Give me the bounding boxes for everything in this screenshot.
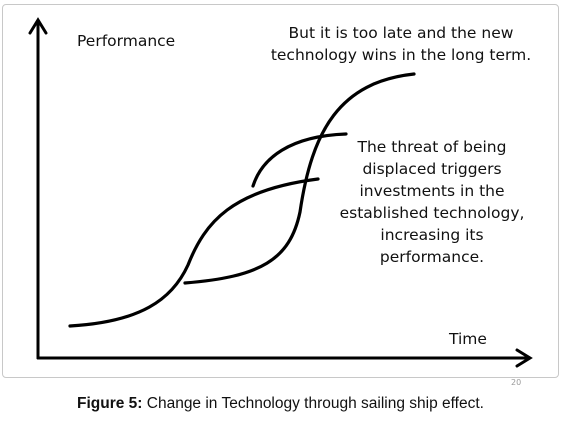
x-axis-label: Time [449,330,487,348]
annotation-established-technology-response: The threat of being displaced triggers i… [339,138,525,266]
figure-caption-label: Figure 5: [77,395,143,412]
figure-frame [2,4,559,378]
figure-caption: Figure 5: Change in Technology through s… [0,395,561,413]
y-axis-label: Performance [77,32,176,50]
technology-curves [68,72,416,328]
annotation-new-technology-wins: But it is too late and the new technolog… [270,24,532,64]
axes [28,17,533,368]
page-number: 20 [511,378,522,387]
new-technology-curve [183,72,416,285]
old-technology-extension-curve [251,132,348,188]
y-axis-arrow [28,17,48,35]
x-axis-arrow [515,348,533,368]
old-technology-curve [68,177,320,328]
figure-caption-text: Change in Technology through sailing shi… [142,395,484,412]
